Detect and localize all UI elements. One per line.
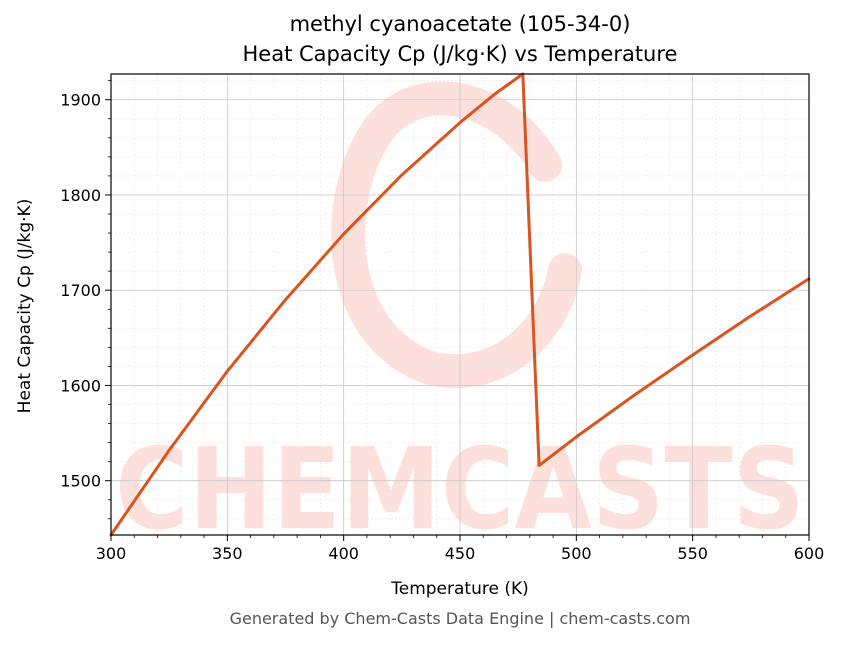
y-tick-label: 1700 — [60, 281, 101, 300]
x-tick-label: 450 — [445, 544, 476, 563]
x-tick-label: 350 — [212, 544, 243, 563]
x-axis-ticks: 300 350 400 450 500 550 600 — [96, 535, 825, 563]
x-tick-label: 600 — [794, 544, 825, 563]
x-axis-label: Temperature (K) — [390, 579, 529, 599]
y-axis-label: Heat Capacity Cp (J/kg·K) — [15, 199, 35, 414]
footer-credit: Generated by Chem-Casts Data Engine | ch… — [230, 609, 691, 628]
chart-title-line1: methyl cyanoacetate (105-34-0) — [290, 12, 631, 36]
y-axis-ticks: 1500 1600 1700 1800 1900 — [60, 80, 111, 520]
x-tick-label: 550 — [677, 544, 708, 563]
major-grid — [110, 74, 810, 535]
chart-title-line2: Heat Capacity Cp (J/kg·K) vs Temperature — [243, 42, 678, 66]
x-tick-label: 300 — [96, 544, 127, 563]
plot-data-layer — [109, 72, 811, 537]
y-tick-label: 1800 — [60, 186, 101, 205]
x-tick-label: 400 — [328, 544, 359, 563]
x-tick-label: 500 — [561, 544, 592, 563]
series-line-cp — [109, 72, 811, 537]
y-tick-label: 1500 — [60, 472, 101, 491]
y-tick-label: 1900 — [60, 91, 101, 110]
y-tick-label: 1600 — [60, 376, 101, 395]
